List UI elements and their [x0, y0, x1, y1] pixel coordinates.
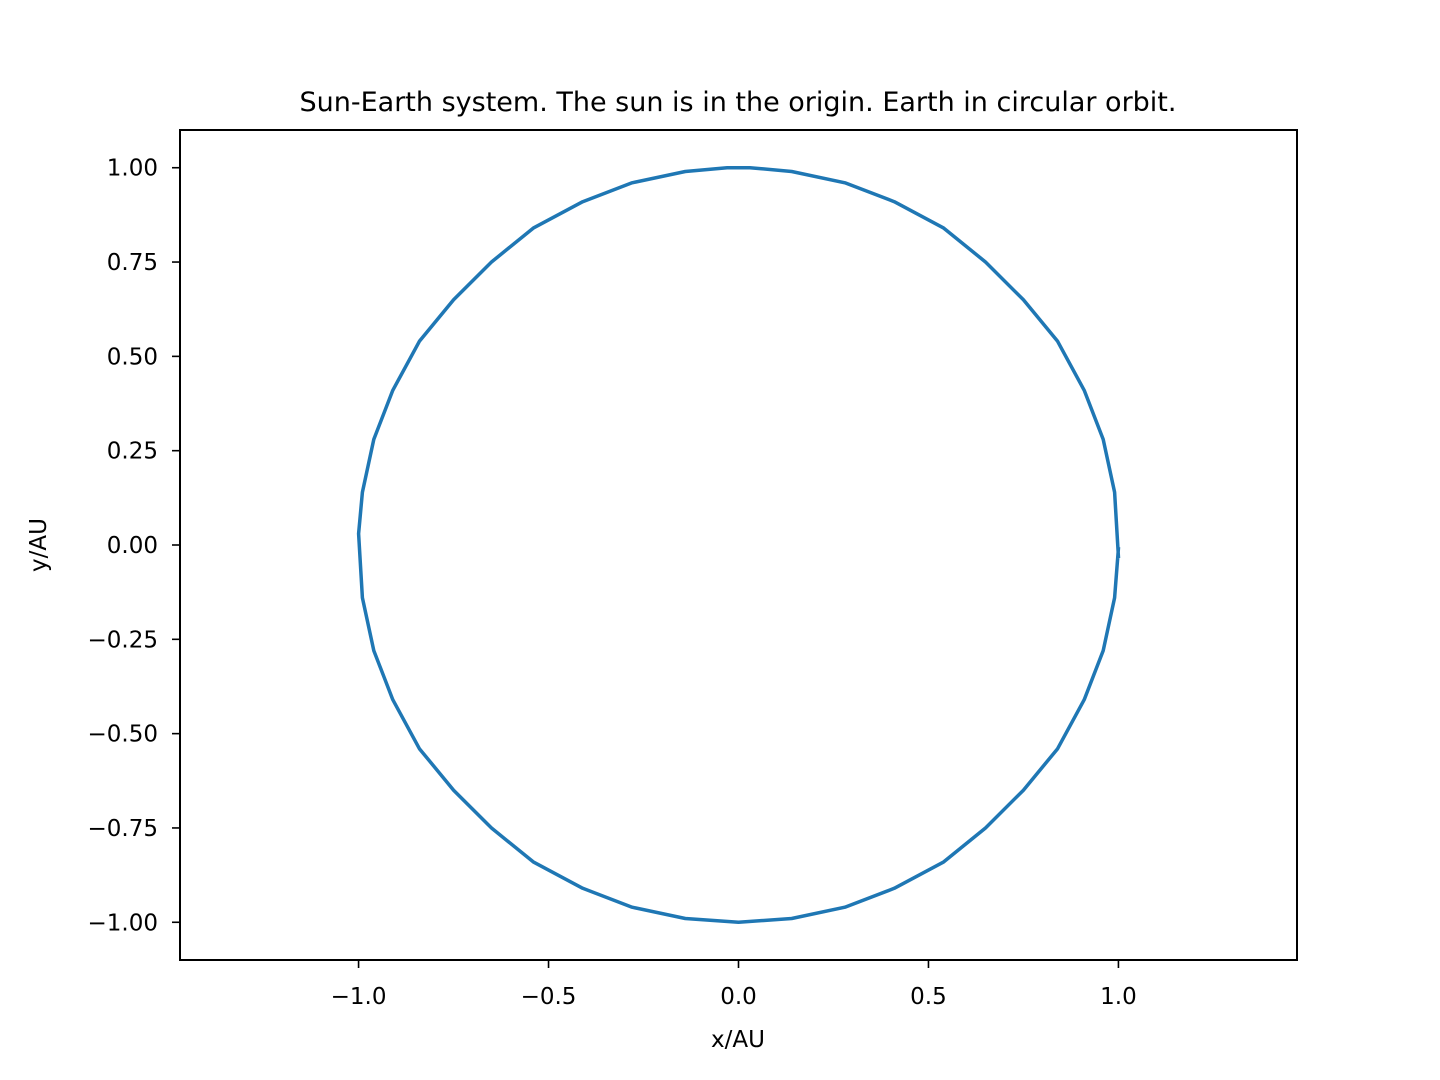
- x-tick-label: −1.0: [331, 984, 387, 1010]
- y-tick-label: 0.25: [107, 439, 158, 465]
- x-axis: −1.0 −0.5 0.0 0.5 1.0: [331, 960, 1137, 1010]
- y-axis-label: y/AU: [26, 518, 52, 572]
- x-axis-label: x/AU: [711, 1027, 765, 1053]
- x-tick-label: 0.0: [720, 984, 757, 1010]
- y-tick-label: −0.25: [88, 627, 158, 653]
- y-tick-label: −1.00: [88, 910, 158, 936]
- y-tick-label: −0.75: [88, 816, 158, 842]
- y-tick-label: 0.75: [107, 250, 158, 276]
- y-tick-label: −0.50: [88, 722, 158, 748]
- x-tick-label: 1.0: [1100, 984, 1137, 1010]
- y-axis: 1.00 0.75 0.50 0.25 0.00 −0.25 −0.50 −0.75 −1.00: [88, 156, 180, 936]
- y-tick-label: 1.00: [107, 156, 158, 182]
- x-tick-label: −0.5: [521, 984, 577, 1010]
- data-layer: [356, 165, 1121, 925]
- chart-title: Sun-Earth system. The sun is in the orig…: [300, 87, 1177, 118]
- y-tick-label: 0.50: [107, 344, 158, 370]
- y-tick-label: 0.00: [107, 533, 158, 559]
- series-line-0: [356, 165, 1121, 925]
- x-tick-label: 0.5: [910, 984, 947, 1010]
